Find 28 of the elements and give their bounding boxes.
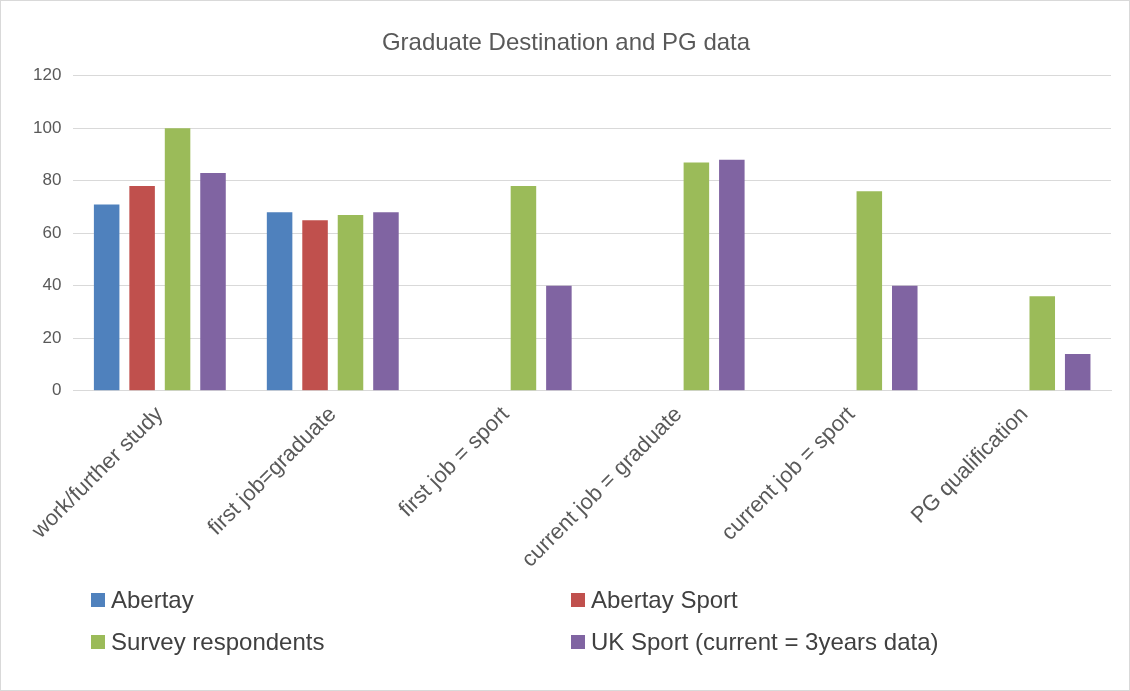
legend-label: UK Sport (current = 3years data) <box>591 628 939 656</box>
y-tick-label: 120 <box>32 65 62 85</box>
legend-label: Abertay <box>111 586 194 614</box>
bar <box>1064 353 1091 391</box>
bar <box>129 186 155 391</box>
bar <box>337 214 364 391</box>
bar <box>373 212 399 391</box>
bar <box>892 285 918 391</box>
chart-title: Graduate Destination and PG data <box>381 28 751 56</box>
legend-label: Survey respondents <box>111 628 325 656</box>
y-tick-label: 80 <box>42 170 62 190</box>
y-tick-label: 20 <box>42 327 62 347</box>
bar <box>93 204 120 391</box>
bar <box>266 212 293 391</box>
y-tick-label: 40 <box>42 275 62 295</box>
bar <box>510 186 537 391</box>
bar <box>546 285 572 391</box>
bar <box>1029 296 1056 391</box>
y-tick-label: 100 <box>32 117 62 137</box>
bar <box>302 220 328 391</box>
bar <box>200 172 226 391</box>
bar <box>164 128 191 391</box>
bar <box>856 191 883 391</box>
legend-label: Abertay Sport <box>591 586 738 614</box>
bar <box>683 162 710 391</box>
y-tick-label: 0 <box>51 380 62 400</box>
bar <box>719 159 745 391</box>
y-tick-label: 60 <box>42 222 62 242</box>
